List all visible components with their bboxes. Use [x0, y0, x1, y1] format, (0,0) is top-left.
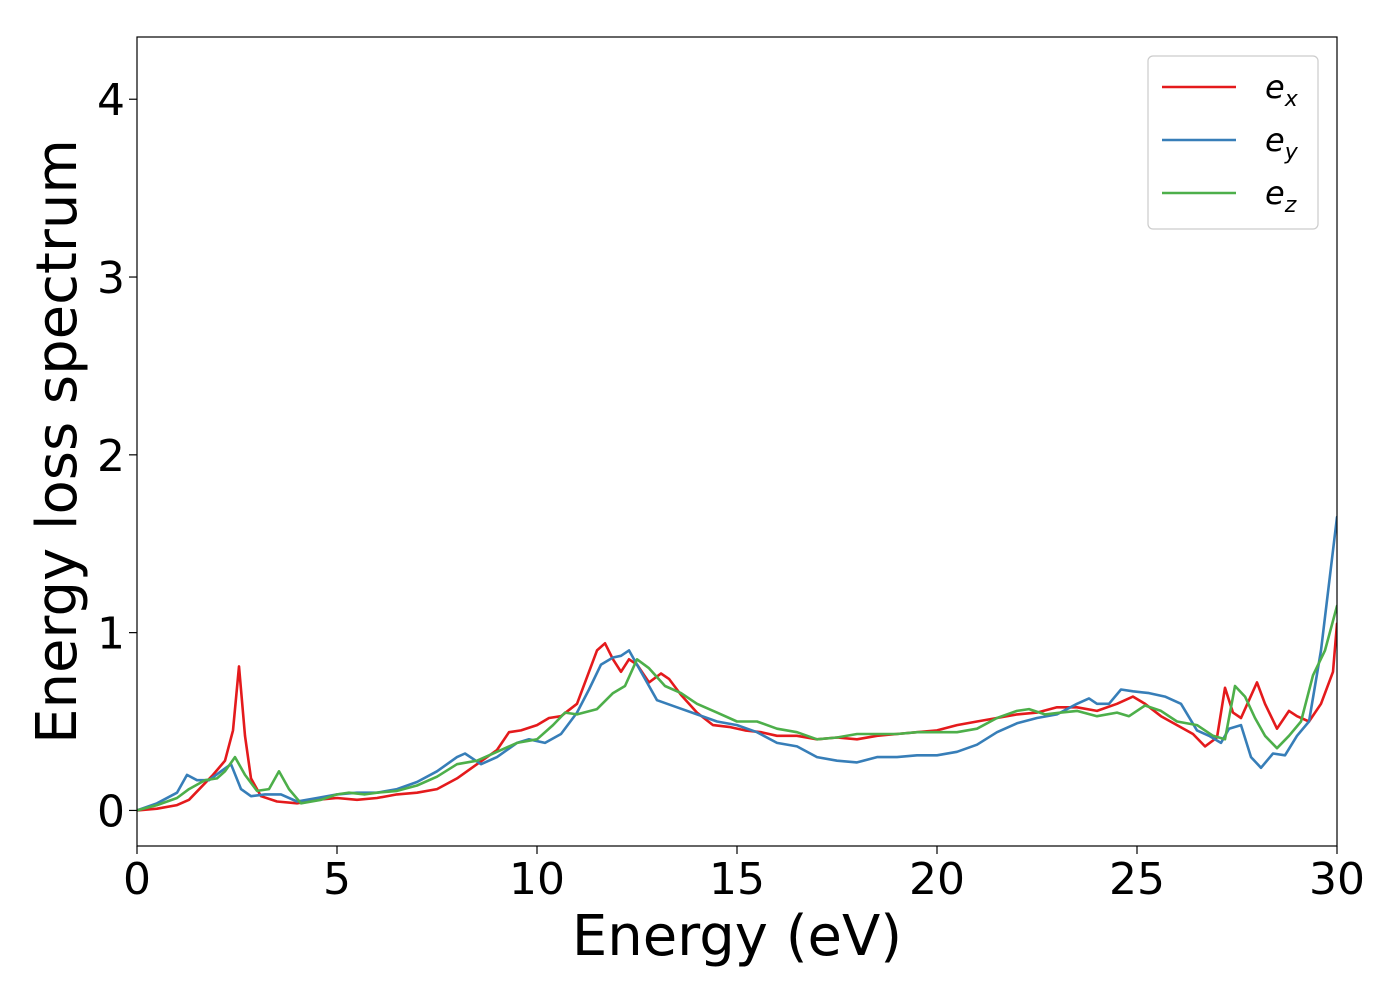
y-tick-label: 1	[97, 609, 125, 660]
x-tick-label: 30	[1309, 854, 1365, 905]
x-tick-label: 10	[509, 854, 565, 905]
series-line-ez	[137, 604, 1337, 812]
legend-box	[1147, 55, 1319, 230]
legend: ex ey ez	[1147, 55, 1319, 230]
x-axis-title: Energy (eV)	[572, 904, 902, 969]
y-tick-label: 2	[97, 431, 125, 482]
y-tick-label: 4	[97, 75, 125, 126]
axis-ticks: 0 5 10 15 20 25 30 0 1 2 3 4	[97, 75, 1365, 905]
legend-label-ey: ey	[1265, 121, 1299, 165]
x-tick-label: 15	[709, 854, 765, 905]
y-tick-label: 0	[97, 786, 125, 837]
y-tick-label: 3	[97, 253, 125, 304]
plot-frame	[136, 36, 1338, 847]
x-tick-label: 25	[1109, 854, 1165, 905]
legend-label-ex: ex	[1265, 68, 1299, 112]
series-line-ey	[137, 515, 1337, 812]
plot-area	[137, 515, 1337, 812]
legend-label-ez: ez	[1265, 174, 1297, 218]
y-axis-title: Energy loss spectrum	[25, 139, 90, 744]
x-tick-label: 0	[123, 854, 151, 905]
x-tick-label: 20	[909, 854, 965, 905]
x-tick-label: 5	[323, 854, 351, 905]
series-line-ex	[137, 622, 1337, 812]
